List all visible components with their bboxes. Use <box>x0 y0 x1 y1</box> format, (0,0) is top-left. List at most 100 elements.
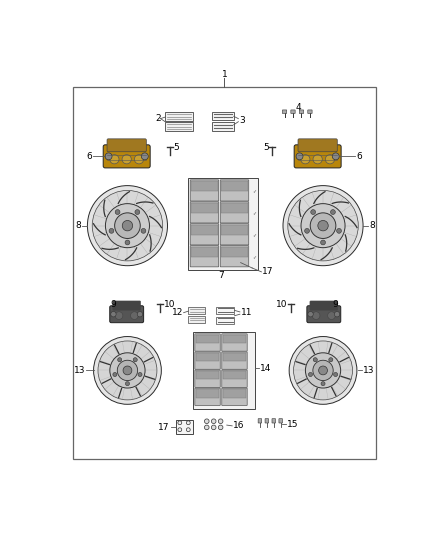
Circle shape <box>331 209 336 214</box>
Circle shape <box>305 353 341 388</box>
Text: ✓: ✓ <box>252 232 257 237</box>
Circle shape <box>186 428 190 432</box>
FancyBboxPatch shape <box>272 419 276 423</box>
Bar <box>165 123 193 131</box>
FancyBboxPatch shape <box>220 202 249 223</box>
Circle shape <box>117 360 138 381</box>
Circle shape <box>125 240 130 245</box>
FancyBboxPatch shape <box>190 180 219 201</box>
FancyBboxPatch shape <box>190 246 219 267</box>
Bar <box>176 419 193 433</box>
Bar <box>223 353 246 361</box>
FancyBboxPatch shape <box>222 388 247 406</box>
Circle shape <box>218 419 223 424</box>
Circle shape <box>205 425 209 430</box>
Text: ✓: ✓ <box>252 210 257 215</box>
Bar <box>216 306 234 314</box>
Circle shape <box>313 360 333 381</box>
FancyBboxPatch shape <box>308 110 312 114</box>
FancyBboxPatch shape <box>190 202 219 223</box>
Circle shape <box>92 190 162 261</box>
FancyBboxPatch shape <box>107 139 146 152</box>
Circle shape <box>134 155 144 164</box>
Circle shape <box>318 366 328 375</box>
Circle shape <box>141 229 146 233</box>
Text: 15: 15 <box>287 420 298 429</box>
Text: 2: 2 <box>155 114 161 123</box>
Circle shape <box>289 336 357 405</box>
FancyBboxPatch shape <box>298 139 337 152</box>
Circle shape <box>123 366 132 375</box>
Circle shape <box>334 373 338 376</box>
Circle shape <box>141 153 148 160</box>
FancyBboxPatch shape <box>265 419 268 423</box>
Circle shape <box>110 353 145 388</box>
FancyBboxPatch shape <box>110 306 144 322</box>
Text: 5: 5 <box>173 143 179 151</box>
Circle shape <box>313 358 317 362</box>
Text: 7: 7 <box>218 271 223 280</box>
Text: 17: 17 <box>262 268 274 276</box>
Circle shape <box>205 419 209 424</box>
Text: 6: 6 <box>86 152 92 161</box>
FancyBboxPatch shape <box>222 334 247 351</box>
Circle shape <box>305 229 309 233</box>
FancyBboxPatch shape <box>222 352 247 369</box>
Circle shape <box>308 373 312 376</box>
Circle shape <box>115 209 120 214</box>
Circle shape <box>111 311 116 317</box>
Bar <box>196 371 219 379</box>
Bar <box>223 335 246 343</box>
Circle shape <box>308 311 313 317</box>
Text: 6: 6 <box>356 152 362 161</box>
FancyBboxPatch shape <box>291 110 295 114</box>
Circle shape <box>115 213 140 238</box>
FancyBboxPatch shape <box>294 145 341 168</box>
Circle shape <box>218 425 223 430</box>
Circle shape <box>122 221 133 231</box>
Text: 8: 8 <box>75 221 81 230</box>
Circle shape <box>312 312 320 319</box>
Text: 11: 11 <box>240 308 252 317</box>
Text: 9: 9 <box>332 300 338 309</box>
Bar <box>165 112 193 121</box>
Text: 10: 10 <box>164 300 175 309</box>
FancyBboxPatch shape <box>220 246 249 267</box>
FancyBboxPatch shape <box>103 145 150 168</box>
Circle shape <box>311 209 315 214</box>
FancyBboxPatch shape <box>307 306 341 322</box>
Circle shape <box>288 190 358 261</box>
Text: 10: 10 <box>276 300 288 309</box>
FancyBboxPatch shape <box>195 388 220 406</box>
FancyBboxPatch shape <box>222 370 247 387</box>
FancyBboxPatch shape <box>195 334 220 351</box>
Text: 3: 3 <box>239 116 245 125</box>
Circle shape <box>118 358 122 362</box>
Bar <box>223 389 246 398</box>
Circle shape <box>137 311 143 317</box>
FancyBboxPatch shape <box>220 180 249 201</box>
Bar <box>196 353 219 361</box>
Circle shape <box>301 204 345 248</box>
Bar <box>223 371 246 379</box>
Circle shape <box>133 358 137 362</box>
Circle shape <box>325 155 335 164</box>
FancyBboxPatch shape <box>299 110 304 114</box>
FancyBboxPatch shape <box>310 301 338 310</box>
Text: 13: 13 <box>363 366 374 375</box>
Text: 14: 14 <box>260 364 271 373</box>
Bar <box>191 203 218 213</box>
Circle shape <box>138 373 142 376</box>
Bar <box>221 181 247 191</box>
FancyBboxPatch shape <box>195 370 220 387</box>
Circle shape <box>122 155 131 164</box>
FancyBboxPatch shape <box>258 419 261 423</box>
Circle shape <box>329 358 333 362</box>
Circle shape <box>105 153 112 160</box>
Bar <box>188 178 258 270</box>
Bar <box>212 123 234 131</box>
Circle shape <box>321 382 325 386</box>
Bar <box>188 316 205 322</box>
Text: ✓: ✓ <box>252 188 257 193</box>
Bar <box>191 181 218 191</box>
